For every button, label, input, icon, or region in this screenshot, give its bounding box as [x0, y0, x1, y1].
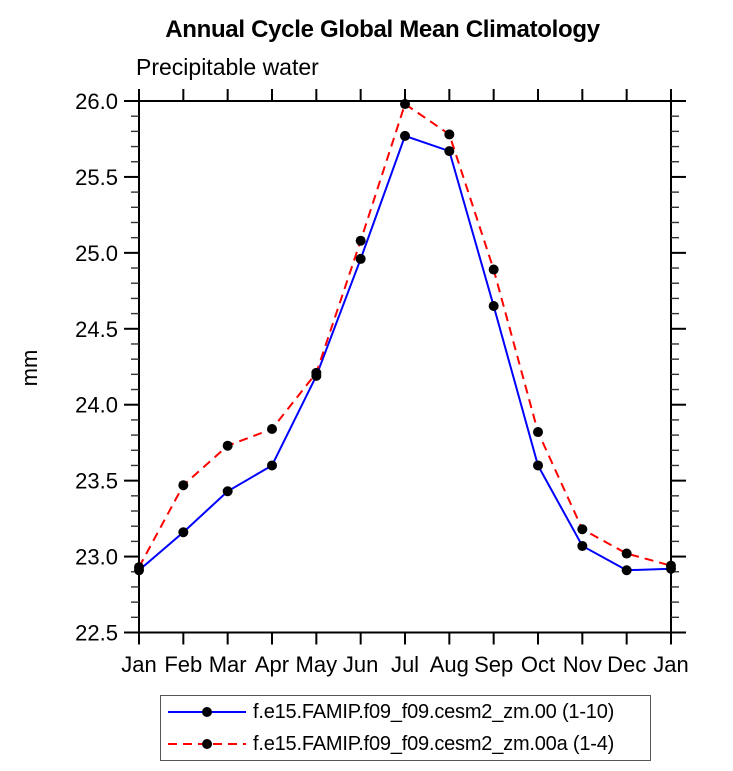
data-point-marker-1 [577, 524, 588, 535]
x-tick-label: Nov [563, 652, 602, 677]
data-point-marker-0 [621, 565, 632, 576]
x-tick-label: Dec [607, 652, 646, 677]
y-tick-label: 22.5 [75, 621, 118, 646]
data-point-marker-1 [666, 560, 676, 571]
data-point-marker-0 [178, 527, 189, 538]
x-tick-label: Jan [121, 652, 156, 677]
data-point-marker-1 [355, 235, 366, 246]
x-tick-label: Jan [653, 652, 688, 677]
data-point-marker-1 [267, 424, 277, 435]
chart-title: Annual Cycle Global Mean Climatology [165, 16, 600, 43]
legend-line-sample-icon [168, 707, 246, 717]
x-tick-label: Apr [255, 652, 289, 677]
x-tick-label: Mar [209, 652, 247, 677]
y-tick-label: 25.5 [75, 165, 118, 190]
x-tick-label: Sep [474, 652, 513, 677]
data-point-marker-0 [400, 130, 410, 141]
legend-item: f.e15.FAMIP.f09_f09.cesm2_zm.00 (1-10) [161, 696, 650, 728]
data-point-marker-1 [134, 562, 144, 573]
data-point-marker-1 [444, 129, 455, 140]
data-point-marker-1 [621, 548, 632, 559]
y-tick-label: 26.0 [75, 89, 118, 114]
data-point-marker-0 [444, 146, 455, 157]
data-point-marker-1 [488, 264, 499, 275]
data-point-marker-1 [400, 99, 410, 110]
data-point-marker-1 [311, 367, 322, 378]
y-tick-label: 24.0 [75, 393, 118, 418]
y-tick-label: 23.0 [75, 545, 118, 570]
data-point-marker-0 [355, 253, 366, 264]
x-tick-label: Oct [521, 652, 555, 677]
data-point-marker-0 [533, 460, 543, 471]
x-tick-label: Jul [391, 652, 419, 677]
x-tick-label: Aug [430, 652, 469, 677]
data-point-marker-1 [178, 480, 189, 491]
data-point-marker-0 [267, 460, 277, 471]
data-point-marker-1 [533, 427, 543, 438]
legend: f.e15.FAMIP.f09_f09.cesm2_zm.00 (1-10) f… [160, 695, 651, 761]
y-tick-label: 23.5 [75, 469, 118, 494]
legend-line-sample-icon [168, 739, 246, 749]
y-tick-label: 25.0 [75, 241, 118, 266]
data-point-marker-0 [488, 301, 499, 312]
data-point-marker-0 [577, 540, 588, 551]
x-tick-label: May [296, 652, 338, 677]
legend-item: f.e15.FAMIP.f09_f09.cesm2_zm.00a (1-4) [161, 728, 650, 760]
series-line-1 [138, 102, 672, 568]
chart-subtitle: Precipitable water [136, 54, 319, 80]
plot-frame [138, 100, 672, 634]
y-tick-label: 24.5 [75, 317, 118, 342]
x-tick-label: Jun [343, 652, 378, 677]
x-tick-label: Feb [164, 652, 202, 677]
data-point-marker-1 [222, 440, 233, 451]
legend-label-series1: f.e15.FAMIP.f09_f09.cesm2_zm.00 (1-10) [253, 700, 615, 723]
series-line-0 [138, 134, 672, 572]
data-point-marker-0 [222, 486, 233, 497]
legend-label-series2: f.e15.FAMIP.f09_f09.cesm2_zm.00a (1-4) [253, 732, 615, 755]
